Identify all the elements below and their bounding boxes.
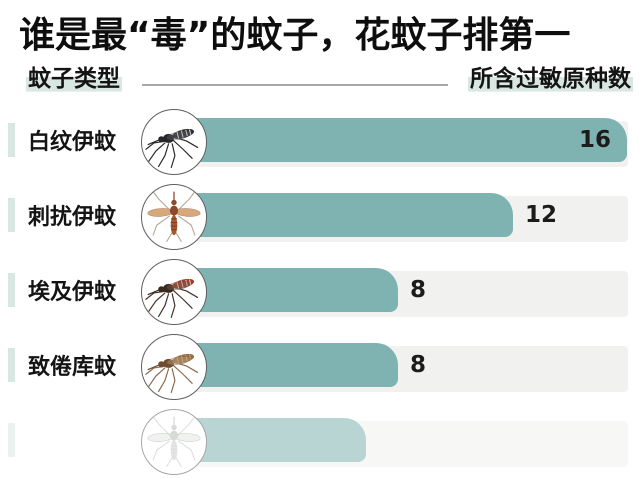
mosquito-icon	[141, 409, 207, 475]
mosquito-icon	[141, 334, 207, 400]
mosquito-type-label: 白纹伊蚊	[28, 130, 117, 155]
table-row: 刺扰伊蚊 12	[0, 178, 640, 253]
value-axis-header: 所含过敏原种数	[468, 66, 633, 94]
bar-value-label: 12	[525, 202, 558, 228]
table-row	[0, 403, 640, 478]
row-accent-mark	[8, 348, 15, 382]
allergen-count-bar	[170, 268, 398, 312]
bar-value-label: 8	[410, 277, 427, 303]
mosquito-icon	[141, 259, 207, 325]
allergen-count-bar	[170, 118, 627, 162]
mosquito-type-label: 致倦库蚊	[28, 355, 117, 380]
mosquito-icon	[141, 184, 207, 250]
row-accent-mark	[8, 198, 15, 232]
row-accent-mark	[8, 273, 15, 307]
bar-value-label: 8	[410, 352, 427, 378]
table-row: 白纹伊蚊 16	[0, 103, 640, 178]
allergen-count-bar	[170, 343, 398, 387]
mosquito-type-label: 刺扰伊蚊	[28, 205, 117, 230]
infographic-bar-chart: 谁是最“毒”的蚊子，花蚊子排第一 蚊子类型 所含过敏原种数 白纹伊蚊 16 刺扰…	[0, 15, 640, 475]
mosquito-icon	[141, 109, 207, 175]
table-row: 埃及伊蚊 8	[0, 253, 640, 328]
row-accent-mark	[8, 123, 15, 157]
category-axis-header: 蚊子类型	[26, 66, 122, 94]
bar-value-label: 16	[578, 127, 611, 153]
allergen-count-bar	[170, 193, 513, 237]
header-connector-line	[142, 84, 448, 86]
mosquito-type-label: 埃及伊蚊	[28, 280, 117, 305]
table-row: 致倦库蚊 8	[0, 328, 640, 403]
row-accent-mark	[8, 423, 15, 457]
page-title: 谁是最“毒”的蚊子，花蚊子排第一	[19, 15, 571, 56]
